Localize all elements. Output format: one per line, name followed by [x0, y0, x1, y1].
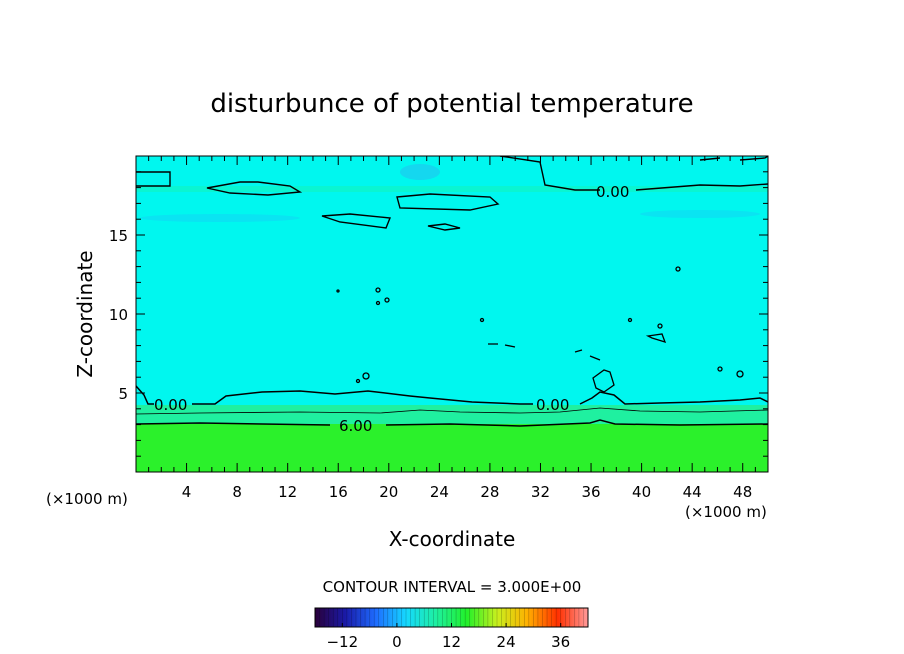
x-tick-label: 44	[683, 483, 702, 501]
lower-warm-layer	[136, 424, 768, 472]
x-tick-label: 20	[379, 483, 398, 501]
cool-patch	[400, 164, 440, 180]
y-axis: 5 10 15	[109, 171, 768, 457]
x-tick-label: 16	[329, 483, 348, 501]
x-axis-label: X-coordinate	[389, 527, 516, 551]
colorbar-ticks: −12 0 12 24 36	[319, 608, 584, 651]
x-tick-label: 24	[430, 483, 449, 501]
contour-blob	[206, 181, 303, 196]
colorbar-tick-label: 12	[442, 633, 461, 651]
y-axis-label: Z-coordinate	[73, 250, 97, 377]
contour-label: 0.00	[536, 396, 569, 414]
contour-line-0-upper	[136, 156, 768, 191]
colorbar-tick-label: −12	[326, 633, 358, 651]
y-tick-label: 5	[118, 385, 128, 403]
contour-line-6	[136, 419, 768, 427]
x-tick-label: 8	[232, 483, 242, 501]
x-tick-label: 28	[480, 483, 499, 501]
y-units: (×1000 m)	[46, 490, 128, 508]
contour-interval-text: CONTOUR INTERVAL = 3.000E+00	[323, 578, 582, 596]
x-units: (×1000 m)	[685, 503, 767, 521]
x-tick-label: 32	[531, 483, 550, 501]
colorbar-tick-label: 36	[551, 633, 570, 651]
colorbar-tick-label: 0	[392, 633, 402, 651]
x-axis: 4 8 12 16 20 24 28 32 36 40 44 48	[148, 156, 756, 501]
x-tick-label: 36	[581, 483, 600, 501]
y-tick-label: 15	[109, 227, 128, 245]
x-tick-label: 4	[182, 483, 192, 501]
contour-blob	[396, 193, 500, 211]
x-tick-label: 12	[278, 483, 297, 501]
upper-cool-band	[136, 186, 768, 192]
cool-patch	[640, 210, 760, 218]
chart-title: disturbunce of potential temperature	[210, 89, 693, 119]
contour-label: 0.00	[154, 396, 187, 414]
y-tick-label: 10	[109, 306, 128, 324]
contour-blob	[699, 156, 768, 161]
x-tick-label: 48	[733, 483, 752, 501]
colorbar-tick-label: 24	[497, 633, 516, 651]
contour-line-3	[136, 407, 768, 415]
contour-line-0-lower	[136, 385, 768, 405]
contour-blob	[427, 223, 461, 231]
cool-patch	[140, 214, 300, 222]
small-contour-cells	[336, 266, 744, 393]
contour-label: 6.00	[339, 417, 372, 435]
contour-label: 0.00	[596, 183, 629, 201]
contour-blob	[321, 213, 391, 229]
plot-area: 0.00 0.00 0.00 6.00	[136, 156, 768, 472]
x-tick-label: 40	[632, 483, 651, 501]
